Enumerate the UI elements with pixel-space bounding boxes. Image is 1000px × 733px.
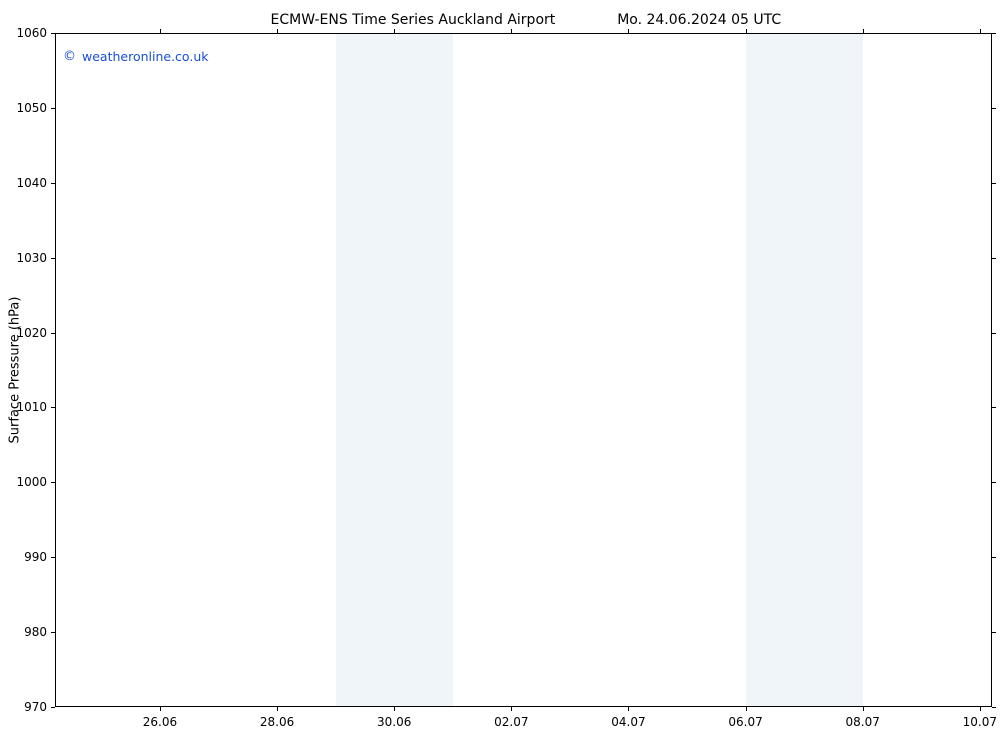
y-tick-label: 1040: [16, 176, 47, 190]
watermark: © weatheronline.co.uk: [63, 49, 209, 64]
axis-spine: [991, 33, 992, 707]
y-tick: [992, 557, 996, 558]
x-tick: [980, 707, 981, 711]
y-tick: [51, 258, 55, 259]
y-tick: [51, 407, 55, 408]
y-tick: [992, 108, 996, 109]
x-tick-label: 08.07: [845, 715, 879, 729]
y-tick: [51, 707, 55, 708]
y-tick-label: 970: [24, 700, 47, 714]
x-tick-label: 04.07: [611, 715, 645, 729]
y-tick-label: 1060: [16, 26, 47, 40]
axis-spine: [55, 706, 992, 707]
y-tick-label: 1050: [16, 101, 47, 115]
x-tick: [277, 707, 278, 711]
y-tick: [992, 183, 996, 184]
x-tick: [980, 29, 981, 33]
y-tick: [51, 557, 55, 558]
copyright-icon: ©: [63, 49, 76, 64]
y-tick-label: 1010: [16, 400, 47, 414]
y-tick: [992, 632, 996, 633]
y-tick: [992, 33, 996, 34]
y-tick: [51, 333, 55, 334]
y-tick: [992, 407, 996, 408]
x-tick-label: 10.07: [963, 715, 997, 729]
weekend-band: [336, 33, 453, 707]
y-tick: [51, 632, 55, 633]
weekend-band: [746, 33, 863, 707]
y-tick: [992, 333, 996, 334]
y-tick: [51, 33, 55, 34]
y-tick: [992, 482, 996, 483]
y-tick: [51, 183, 55, 184]
y-tick: [51, 482, 55, 483]
x-tick: [160, 29, 161, 33]
y-tick-label: 1030: [16, 251, 47, 265]
x-tick-label: 06.07: [728, 715, 762, 729]
y-tick-label: 1020: [16, 326, 47, 340]
y-tick-label: 1000: [16, 475, 47, 489]
x-tick: [160, 707, 161, 711]
x-tick: [511, 707, 512, 711]
y-tick-label: 990: [24, 550, 47, 564]
y-tick: [992, 258, 996, 259]
axis-spine: [55, 33, 992, 34]
x-tick: [628, 29, 629, 33]
chart-figure: ECMW-ENS Time Series Auckland Airport Mo…: [0, 0, 1000, 733]
x-tick: [628, 707, 629, 711]
x-tick: [394, 29, 395, 33]
x-tick-label: 28.06: [260, 715, 294, 729]
y-tick-label: 980: [24, 625, 47, 639]
x-tick: [277, 29, 278, 33]
x-tick: [511, 29, 512, 33]
chart-title-right: Mo. 24.06.2024 05 UTC: [617, 12, 781, 28]
x-tick-label: 26.06: [143, 715, 177, 729]
chart-title-left: ECMW-ENS Time Series Auckland Airport: [271, 12, 556, 28]
x-tick: [746, 707, 747, 711]
y-axis-label: Surface Pressure (hPa): [8, 297, 23, 444]
y-tick: [51, 108, 55, 109]
watermark-text: weatheronline.co.uk: [82, 49, 209, 64]
x-tick-label: 02.07: [494, 715, 528, 729]
axis-spine: [55, 33, 56, 707]
plot-area: [55, 33, 992, 707]
x-tick-label: 30.06: [377, 715, 411, 729]
x-tick: [746, 29, 747, 33]
x-tick: [863, 29, 864, 33]
y-tick: [992, 707, 996, 708]
x-tick: [394, 707, 395, 711]
x-tick: [863, 707, 864, 711]
